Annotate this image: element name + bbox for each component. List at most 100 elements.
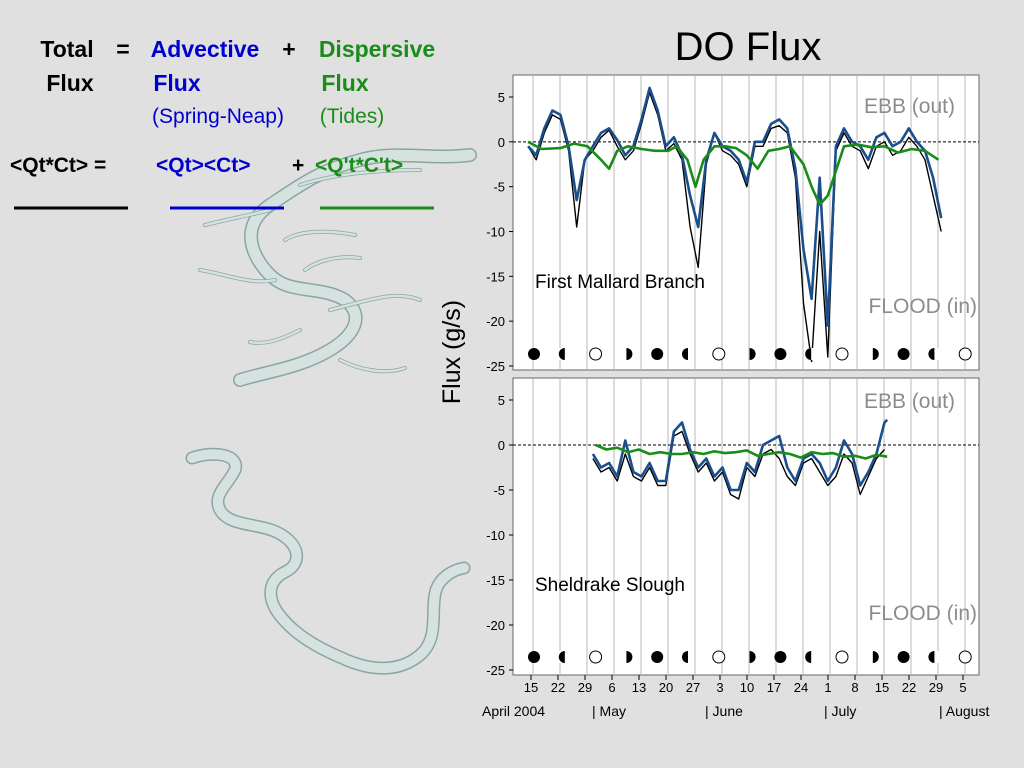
moon-full <box>897 348 910 360</box>
y-tick-label: 5 <box>498 90 505 105</box>
equals-sign: = <box>116 36 129 62</box>
total-flux-label-line2: Flux <box>46 70 93 96</box>
month-label: | July <box>824 703 856 719</box>
x-tick-label: 15 <box>524 680 538 695</box>
series-line <box>595 443 888 460</box>
dispersive-note: (Tides) <box>320 105 385 128</box>
month-label: April 2004 <box>482 703 545 719</box>
moon-full <box>528 651 540 663</box>
x-tick-label: 22 <box>551 680 565 695</box>
flood-annotation: FLOOD (in) <box>868 295 977 318</box>
advective-flux-label-line1: Advective <box>151 36 260 62</box>
flood-annotation: FLOOD (in) <box>868 602 977 625</box>
moon-full <box>528 348 540 360</box>
x-tick-label: 13 <box>632 680 646 695</box>
moon-new <box>835 347 849 361</box>
moon-third-quarter <box>558 348 565 360</box>
x-tick-label: 8 <box>851 680 858 695</box>
advective-flux-symbol: <Qt><Ct> <box>156 154 251 177</box>
moon-new <box>589 347 603 361</box>
moon-first-quarter <box>749 651 756 663</box>
y-tick-label: 0 <box>498 438 505 453</box>
plot-area <box>512 377 980 676</box>
plus-sign-2: + <box>292 154 304 177</box>
plot-area <box>512 74 980 371</box>
dispersive-flux-label-line1: Dispersive <box>319 36 435 62</box>
x-tick-label: 5 <box>959 680 966 695</box>
moon-third-quarter <box>928 651 935 663</box>
y-tick-label: -15 <box>486 573 505 588</box>
y-tick-label: -15 <box>486 269 505 284</box>
dispersive-flux-symbol: <Q't*C't> <box>315 154 403 177</box>
x-tick-label: 15 <box>875 680 889 695</box>
y-tick-label: -5 <box>493 483 505 498</box>
slide-title: DO Flux <box>675 25 822 69</box>
moon-full <box>897 651 910 663</box>
moon-new <box>712 650 726 664</box>
moon-first-quarter <box>626 651 633 663</box>
x-tick-label: 27 <box>686 680 700 695</box>
total-flux-symbol: <Qt*Ct> = <box>10 154 106 177</box>
y-tick-label: -25 <box>486 359 505 374</box>
series-line <box>527 91 942 363</box>
moon-full <box>651 348 664 360</box>
moon-third-quarter <box>805 651 812 663</box>
total-flux-label-line1: Total <box>40 36 93 62</box>
dispersive-flux-label-line2: Flux <box>321 70 368 96</box>
y-tick-label: -20 <box>486 618 505 633</box>
moon-new <box>589 650 603 664</box>
y-tick-label: -25 <box>486 663 505 678</box>
x-tick-label: 17 <box>767 680 781 695</box>
x-tick-label: 29 <box>578 680 592 695</box>
plus-sign: + <box>282 36 295 62</box>
moon-full <box>774 651 787 663</box>
moon-new <box>712 347 726 361</box>
x-tick-label: 3 <box>716 680 723 695</box>
y-axis-label: Flux (g/s) <box>438 300 466 404</box>
flux-equation-symbols: <Qt*Ct> = <Qt><Ct> + <Q't*C't> <box>10 154 434 210</box>
x-tick-label: 29 <box>929 680 943 695</box>
flux-equation: Total Flux = Advective Flux + Dispersive… <box>40 36 435 128</box>
ebb-annotation: EBB (out) <box>864 390 955 413</box>
moon-full <box>651 651 664 663</box>
x-tick-label: 20 <box>659 680 673 695</box>
moon-first-quarter <box>626 348 633 360</box>
moon-third-quarter <box>682 651 688 663</box>
y-tick-label: 0 <box>498 135 505 150</box>
moon-third-quarter <box>928 348 935 360</box>
x-tick-label: 22 <box>902 680 916 695</box>
panel-title: Sheldrake Slough <box>535 575 685 596</box>
x-tick-label: 24 <box>794 680 808 695</box>
y-tick-label: -5 <box>493 180 505 195</box>
estuary-map <box>185 148 477 675</box>
series-line <box>591 418 889 492</box>
moon-first-quarter <box>872 348 879 360</box>
x-tick-label: 1 <box>824 680 831 695</box>
moon-third-quarter <box>558 651 565 663</box>
moon-full <box>774 348 787 360</box>
month-label: | June <box>705 703 743 719</box>
x-tick-label: 10 <box>740 680 754 695</box>
moon-first-quarter <box>872 651 879 663</box>
y-tick-label: -10 <box>486 225 505 240</box>
moon-new <box>958 650 972 664</box>
ebb-annotation: EBB (out) <box>864 95 955 118</box>
y-tick-label: 5 <box>498 393 505 408</box>
moon-third-quarter <box>805 348 812 360</box>
moon-third-quarter <box>682 348 688 360</box>
month-label: | May <box>592 703 626 719</box>
y-tick-label: -20 <box>486 314 505 329</box>
advective-note: (Spring-Neap) <box>152 105 284 128</box>
advective-flux-label-line2: Flux <box>153 70 200 96</box>
chart-panel-first-mallard: 5 0 -5 -10 -15 -20 -25 EBB (out) FLOOD (in) First… <box>486 74 980 374</box>
moon-first-quarter <box>749 348 756 360</box>
chart-panel-sheldrake: 5 0 -5 -10 -15 -20 -25 EBB (out) FLOOD (in) Sheld… <box>486 377 980 678</box>
x-tick-label: 6 <box>608 680 615 695</box>
moon-new <box>958 347 972 361</box>
moon-new <box>835 650 849 664</box>
series-line <box>527 86 943 327</box>
series-line <box>592 430 886 500</box>
month-label: | August <box>939 703 989 719</box>
y-tick-label: -10 <box>486 528 505 543</box>
